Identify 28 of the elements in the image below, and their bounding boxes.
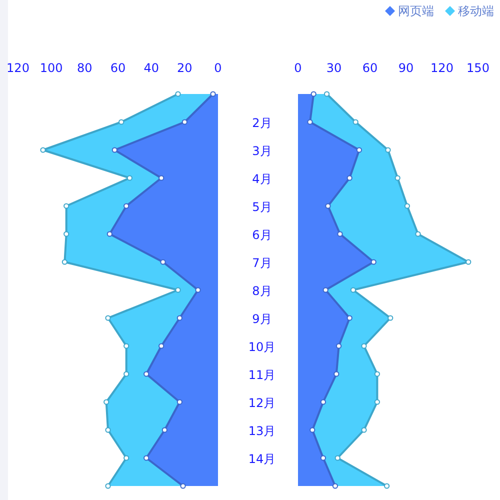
x-tick-label: 80 [77, 61, 92, 75]
x-tick-label: 30 [326, 61, 342, 75]
y-tick-label: 10月 [248, 340, 276, 354]
x-tick-label: 60 [362, 61, 378, 75]
legend-label: 网页端 [398, 4, 434, 18]
x-tick-label: 60 [110, 61, 126, 75]
y-tick-label: 9月 [252, 312, 272, 326]
y-tick-label: 8月 [252, 284, 272, 298]
y-tick-label: 11月 [248, 368, 276, 382]
y-tick-label: 12月 [248, 396, 276, 410]
x-tick-label: 0 [294, 61, 302, 75]
x-tick-label: 0 [214, 61, 222, 75]
x-tick-label: 120 [430, 61, 454, 75]
legend-label: 移动端 [458, 4, 494, 18]
x-tick-label: 100 [40, 61, 63, 75]
y-tick-label: 7月 [252, 256, 272, 270]
x-tick-label: 40 [144, 61, 159, 75]
x-tick-label: 150 [466, 61, 490, 75]
y-tick-label: 3月 [252, 144, 272, 158]
y-tick-label: 2月 [252, 116, 272, 130]
y-tick-label: 14月 [248, 452, 276, 466]
y-tick-label: 13月 [248, 424, 276, 438]
y-tick-label: 5月 [252, 200, 272, 214]
y-tick-label: 6月 [252, 228, 272, 242]
y-tick-label: 4月 [252, 172, 272, 186]
x-tick-label: 90 [398, 61, 414, 75]
x-tick-label: 120 [6, 61, 30, 75]
x-tick-label: 20 [177, 61, 192, 75]
